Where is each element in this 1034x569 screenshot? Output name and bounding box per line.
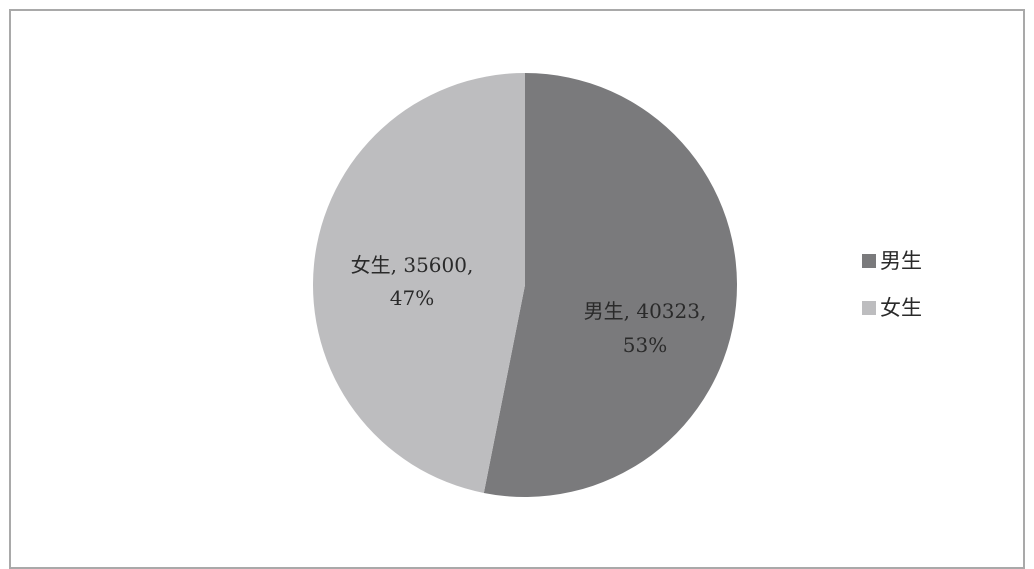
legend-swatch-female (862, 301, 876, 315)
data-label-female-line1: 女生, 35600, (351, 253, 474, 277)
pie-slice-male (483, 73, 737, 497)
data-label-male: 男生, 40323, 53% (584, 299, 707, 357)
pie-slice-female (313, 73, 525, 493)
legend-swatch-male (862, 254, 876, 268)
pie-slices (313, 73, 737, 497)
data-label-male-line1: 男生, 40323, (584, 299, 707, 323)
data-label-female-line2: 47% (390, 286, 434, 310)
data-label-female: 女生, 35600, 47% (351, 253, 474, 310)
legend: 男生 女生 (862, 249, 922, 320)
data-label-male-line2: 53% (623, 333, 667, 357)
legend-label-male: 男生 (880, 249, 922, 273)
legend-label-female: 女生 (880, 296, 922, 320)
pie-chart: 男生, 40323, 53% 女生, 35600, 47% 男生 女生 (313, 73, 922, 497)
